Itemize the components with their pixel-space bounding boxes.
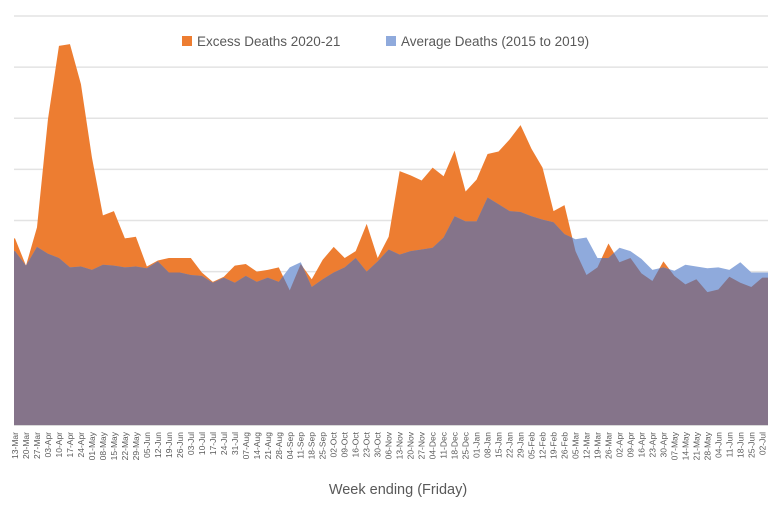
x-tick-label: 14-Aug [252, 432, 262, 460]
x-tick-label: 05-Jun [142, 432, 152, 458]
x-tick-label: 12-Jun [153, 432, 163, 458]
x-tick-label: 22-May [120, 431, 130, 460]
legend-label-average: Average Deaths (2015 to 2019) [401, 34, 589, 49]
x-tick-label: 27-Nov [417, 431, 427, 459]
x-tick-label: 09-Oct [340, 431, 350, 457]
x-tick-label: 04-Jun [713, 432, 723, 458]
x-tick-label: 10-Jul [197, 432, 207, 455]
x-tick-label: 25-Sep [318, 432, 328, 460]
x-tick-label: 09-Apr [625, 432, 635, 458]
x-tick-label: 08-Jan [483, 432, 493, 458]
x-tick-label: 18-Sep [307, 432, 317, 460]
x-axis-tick-labels: 13-Mar 20-Mar 27-Mar 03-Apr 10-Apr 17-Apr 24-A… [10, 425, 768, 460]
x-tick-label: 24-Apr [76, 432, 86, 458]
x-tick-label: 15-Jan [494, 432, 504, 458]
x-tick-label: 02-Oct [329, 431, 339, 457]
x-tick-label: 08-May [98, 431, 108, 460]
x-tick-label: 17-Jul [208, 432, 218, 455]
x-tick-label: 14-May [680, 431, 690, 460]
x-tick-label: 29-Jan [516, 432, 526, 458]
x-tick-label: 11-Sep [296, 432, 306, 459]
x-tick-label: 18-Jun [735, 432, 745, 458]
x-tick-label: 15-May [109, 431, 119, 460]
x-tick-label: 07-Aug [241, 432, 251, 460]
x-tick-label: 03-Jul [186, 432, 196, 455]
x-tick-label: 13-Mar [10, 432, 20, 459]
legend-label-excess: Excess Deaths 2020-21 [197, 34, 340, 49]
overlap-area [14, 197, 768, 425]
x-tick-label: 07-May [669, 431, 679, 460]
x-tick-label: 19-Jun [164, 432, 174, 458]
x-tick-label: 23-Apr [647, 432, 657, 458]
x-tick-label: 11-Jun [724, 432, 734, 458]
x-axis-title: Week ending (Friday) [329, 482, 467, 498]
x-tick-label: 21-Aug [263, 432, 273, 460]
legend-swatch-excess [182, 36, 192, 46]
x-tick-label: 20-Nov [406, 431, 416, 459]
x-tick-label: 13-Nov [395, 431, 405, 459]
x-tick-label: 23-Oct [362, 431, 372, 457]
x-tick-label: 21-May [691, 431, 701, 460]
x-tick-label: 02-Jul [757, 432, 767, 455]
x-tick-label: 31-Jul [230, 432, 240, 455]
x-tick-label: 17-Apr [65, 432, 75, 458]
x-tick-label: 25-Dec [461, 431, 471, 459]
x-tick-label: 30-Oct [373, 431, 383, 457]
x-tick-label: 26-Feb [560, 432, 570, 459]
x-tick-label: 19-Feb [549, 432, 559, 459]
x-tick-label: 24-Jul [219, 432, 229, 455]
x-tick-label: 19-Mar [592, 432, 602, 459]
x-tick-label: 27-Mar [32, 432, 42, 459]
plot-areas [14, 44, 768, 426]
legend-swatch-average [386, 36, 396, 46]
x-tick-label: 29-May [131, 431, 141, 460]
x-tick-label: 04-Dec [428, 431, 438, 459]
x-tick-label: 30-Apr [658, 432, 668, 458]
x-tick-label: 28-May [702, 431, 712, 460]
x-tick-label: 04-Sep [285, 432, 295, 460]
x-tick-label: 25-Jun [746, 432, 756, 458]
x-tick-label: 12-Feb [538, 432, 548, 459]
x-tick-label: 06-Nov [384, 431, 394, 459]
x-tick-label: 12-Mar [581, 432, 591, 459]
x-tick-label: 02-Apr [614, 432, 624, 458]
x-tick-label: 28-Aug [274, 432, 284, 460]
x-tick-label: 16-Oct [351, 431, 361, 457]
x-tick-label: 16-Apr [636, 432, 646, 458]
x-tick-label: 18-Dec [450, 431, 460, 459]
x-tick-label: 03-Apr [43, 432, 53, 458]
x-tick-label: 22-Jan [505, 432, 515, 458]
legend: Excess Deaths 2020-21 Average Deaths (20… [182, 34, 589, 49]
x-tick-label: 20-Mar [21, 432, 31, 459]
x-tick-label: 01-Jan [472, 432, 482, 458]
x-tick-label: 05-Feb [527, 432, 537, 459]
x-tick-label: 10-Apr [54, 432, 64, 458]
x-tick-label: 01-May [87, 431, 97, 460]
x-tick-label: 11-Dec [439, 431, 449, 459]
x-tick-label: 26-Jun [175, 432, 185, 458]
x-tick-label: 26-Mar [603, 432, 613, 459]
x-tick-label: 05-Mar [570, 432, 580, 459]
